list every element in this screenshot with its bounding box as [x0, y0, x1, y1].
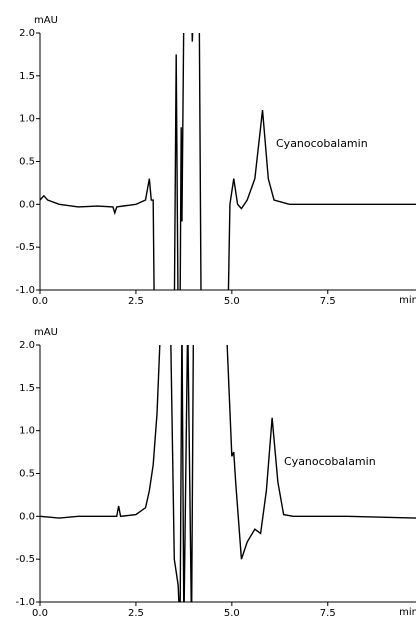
- y-tick-label: 1.0: [19, 426, 35, 437]
- annotation: Cyanocobalamin: [284, 455, 376, 468]
- y-tick-label: -0.5: [15, 554, 35, 565]
- y-tick-label: 0.5: [19, 157, 35, 168]
- chart: mAU min -1.0 -0.5 0.0 0.5 1.0 1.5 2.0 0.0 2.5 5.0 7.…: [15, 15, 416, 307]
- y-tick-label: 1.5: [19, 383, 35, 394]
- x-tick-label: 5.0: [224, 608, 240, 619]
- x-tick-label: 0.0: [32, 608, 48, 619]
- y-tick-label: 0.5: [19, 469, 35, 480]
- y-tick-label: 2.0: [19, 340, 35, 351]
- x-axis-label: min: [399, 607, 416, 618]
- x-tick-label: 7.5: [320, 296, 336, 307]
- x-axis-label: min: [399, 295, 416, 306]
- y-axis-label: mAU: [34, 327, 58, 338]
- y-tick-label: 1.5: [19, 71, 35, 82]
- y-tick-label: 0.0: [19, 511, 35, 522]
- x-tick-label: 5.0: [224, 296, 240, 307]
- y-axis-label: mAU: [34, 15, 58, 26]
- y-tick-label: 1.0: [19, 114, 35, 125]
- y-tick-label: 0.0: [19, 199, 35, 210]
- chart: mAU min -1.0 -0.5 0.0 0.5 1.0 1.5 2.0 0.0 2.5 5.0 7.…: [15, 327, 416, 619]
- y-tick-label: -1.0: [15, 285, 35, 296]
- trace: [40, 345, 416, 602]
- x-tick-label: 2.5: [128, 296, 144, 307]
- x-tick-label: 0.0: [32, 296, 48, 307]
- y-tick-label: -1.0: [15, 597, 35, 608]
- x-tick-label: 7.5: [320, 608, 336, 619]
- trace: [40, 33, 416, 290]
- annotation: Cyanocobalamin: [276, 137, 368, 150]
- x-tick-label: 2.5: [128, 608, 144, 619]
- y-tick-label: -0.5: [15, 242, 35, 253]
- y-tick-label: 2.0: [19, 28, 35, 39]
